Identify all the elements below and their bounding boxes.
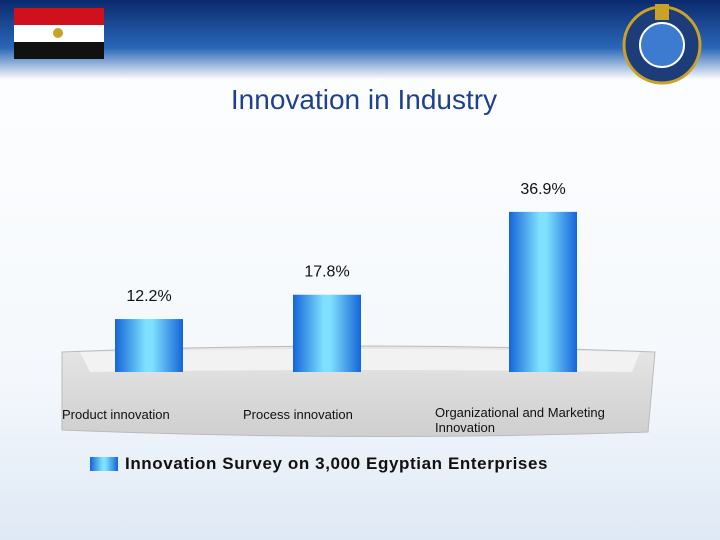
header-band	[0, 0, 720, 80]
value-label: 17.8%	[304, 264, 349, 281]
bar	[509, 211, 577, 372]
flag	[14, 8, 104, 59]
chart-title: Innovation in Industry	[230, 84, 498, 115]
value-label: 12.2%	[126, 288, 171, 305]
value-label: 36.9%	[520, 181, 565, 198]
bar	[115, 319, 183, 372]
x-tick-label: Product innovation	[62, 407, 170, 422]
emblem	[622, 4, 702, 85]
x-tick-label: Organizational and Marketing Innovation	[435, 405, 605, 435]
legend-label: Innovation Survey on 3,000 Egyptian Ente…	[125, 454, 549, 473]
bar	[293, 294, 361, 372]
x-tick-label: Process innovation	[243, 407, 353, 422]
legend-swatch	[90, 457, 118, 471]
